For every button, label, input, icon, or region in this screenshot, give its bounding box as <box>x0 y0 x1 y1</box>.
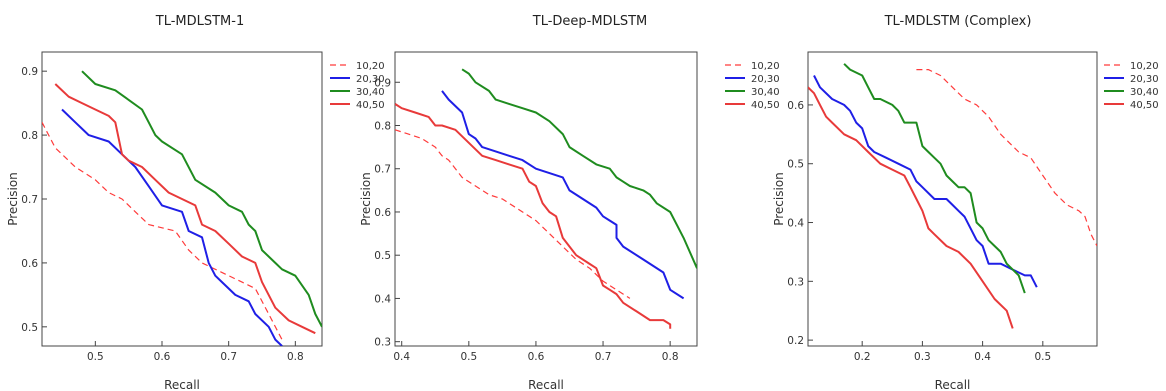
legend-label: 30,40 <box>751 87 780 98</box>
y-tick-label: 0.6 <box>374 207 391 219</box>
series-line-40-50 <box>395 103 672 329</box>
series-line-30-40 <box>461 68 697 269</box>
chart-title: TL-MDLSTM-1 <box>155 14 245 29</box>
series-line-30-40 <box>81 70 322 328</box>
series-line-20-30 <box>61 108 283 346</box>
legend-label: 30,40 <box>1130 87 1159 98</box>
series-line-10-20 <box>916 68 1097 247</box>
x-tick-label: 0.2 <box>854 351 871 363</box>
legend-label: 20,30 <box>751 74 780 85</box>
y-tick-label: 0.5 <box>21 322 38 334</box>
y-tick-label: 0.4 <box>787 218 804 230</box>
y-tick-label: 0.4 <box>374 293 391 305</box>
y-tick-label: 0.5 <box>787 159 804 171</box>
x-tick-label: 0.8 <box>662 351 679 363</box>
y-tick-label: 0.5 <box>374 250 391 262</box>
x-tick-label: 0.8 <box>287 351 304 363</box>
x-tick-label: 0.7 <box>595 351 612 363</box>
legend-label: 40,50 <box>356 100 385 111</box>
series-line-30-40 <box>843 63 1026 294</box>
y-tick-label: 0.7 <box>21 194 38 206</box>
x-tick-label: 0.6 <box>154 351 171 363</box>
legend-label: 40,50 <box>751 100 780 111</box>
legend-label: 20,30 <box>356 74 385 85</box>
chart-title: TL-Deep-MDLSTM <box>532 14 647 29</box>
y-axis-label: Precision <box>772 172 786 226</box>
series-line-20-30 <box>813 75 1038 288</box>
y-tick-label: 0.6 <box>787 100 804 112</box>
x-tick-label: 0.5 <box>1034 351 1051 363</box>
x-tick-label: 0.4 <box>393 351 410 363</box>
chart-panel: TL-MDLSTM-1 0.5 0.6 0.7 0.8 0.5 0.6 0.7 0.8 0.9 Re… <box>6 14 385 391</box>
x-tick-label: 0.7 <box>220 351 237 363</box>
x-tick-label: 0.6 <box>528 351 545 363</box>
legend-label: 30,40 <box>356 87 385 98</box>
legend-label: 40,50 <box>1130 100 1159 111</box>
x-axis-label: Recall <box>528 378 564 391</box>
chart-panel: TL-MDLSTM (Complex) 0.2 0.3 0.4 0.5 0.2 0.3 0.4… <box>772 14 1159 391</box>
x-axis-label: Recall <box>164 378 200 391</box>
legend-label: 10,20 <box>1130 61 1159 72</box>
series-line-10-20 <box>395 129 631 299</box>
chart-title: TL-MDLSTM (Complex) <box>884 14 1032 29</box>
legend-label: 10,20 <box>751 61 780 72</box>
y-tick-label: 0.2 <box>787 335 804 347</box>
x-axis-label: Recall <box>935 378 971 391</box>
y-tick-label: 0.9 <box>21 66 38 78</box>
legend-label: 10,20 <box>356 61 385 72</box>
y-tick-label: 0.7 <box>374 164 391 176</box>
y-tick-label: 0.6 <box>21 258 38 270</box>
y-tick-label: 0.8 <box>21 130 38 142</box>
x-tick-label: 0.5 <box>87 351 104 363</box>
plot-frame <box>394 51 698 347</box>
series-line-20-30 <box>441 90 685 300</box>
y-tick-label: 0.3 <box>374 337 391 349</box>
series-line-40-50 <box>808 86 1014 329</box>
y-tick-label: 0.9 <box>374 77 391 89</box>
y-tick-label: 0.8 <box>374 121 391 133</box>
x-tick-label: 0.3 <box>914 351 931 363</box>
x-tick-label: 0.5 <box>460 351 477 363</box>
x-tick-label: 0.4 <box>974 351 991 363</box>
y-axis-label: Precision <box>6 172 20 226</box>
y-axis-label: Precision <box>359 172 373 226</box>
series-line-40-50 <box>54 83 316 335</box>
plot-frame <box>807 51 1098 347</box>
y-tick-label: 0.3 <box>787 276 804 288</box>
series-line-10-20 <box>42 122 283 340</box>
legend-label: 20,30 <box>1130 74 1159 85</box>
